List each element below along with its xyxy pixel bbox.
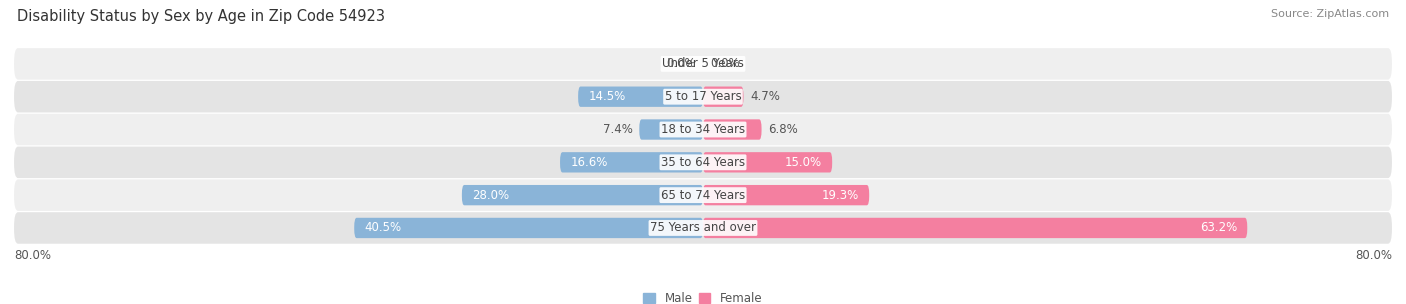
- Text: 75 Years and over: 75 Years and over: [650, 221, 756, 234]
- FancyBboxPatch shape: [560, 152, 703, 172]
- Text: 63.2%: 63.2%: [1199, 221, 1237, 234]
- FancyBboxPatch shape: [703, 119, 762, 140]
- Text: 5 to 17 Years: 5 to 17 Years: [665, 90, 741, 103]
- FancyBboxPatch shape: [703, 185, 869, 205]
- FancyBboxPatch shape: [14, 114, 1392, 145]
- Text: Disability Status by Sex by Age in Zip Code 54923: Disability Status by Sex by Age in Zip C…: [17, 9, 385, 24]
- Text: 19.3%: 19.3%: [821, 189, 859, 202]
- Text: 65 to 74 Years: 65 to 74 Years: [661, 189, 745, 202]
- FancyBboxPatch shape: [578, 87, 703, 107]
- FancyBboxPatch shape: [14, 48, 1392, 80]
- Text: 35 to 64 Years: 35 to 64 Years: [661, 156, 745, 169]
- FancyBboxPatch shape: [14, 147, 1392, 178]
- FancyBboxPatch shape: [703, 218, 1247, 238]
- FancyBboxPatch shape: [703, 87, 744, 107]
- Text: 16.6%: 16.6%: [571, 156, 607, 169]
- Text: 18 to 34 Years: 18 to 34 Years: [661, 123, 745, 136]
- FancyBboxPatch shape: [703, 152, 832, 172]
- Text: 15.0%: 15.0%: [785, 156, 823, 169]
- FancyBboxPatch shape: [14, 212, 1392, 244]
- FancyBboxPatch shape: [14, 179, 1392, 211]
- Text: Under 5 Years: Under 5 Years: [662, 57, 744, 71]
- Legend: Male, Female: Male, Female: [638, 287, 768, 304]
- Text: 7.4%: 7.4%: [603, 123, 633, 136]
- Text: 28.0%: 28.0%: [472, 189, 509, 202]
- Text: 80.0%: 80.0%: [14, 249, 51, 262]
- FancyBboxPatch shape: [640, 119, 703, 140]
- FancyBboxPatch shape: [354, 218, 703, 238]
- Text: Source: ZipAtlas.com: Source: ZipAtlas.com: [1271, 9, 1389, 19]
- FancyBboxPatch shape: [461, 185, 703, 205]
- Text: 14.5%: 14.5%: [589, 90, 626, 103]
- FancyBboxPatch shape: [14, 81, 1392, 112]
- Text: 80.0%: 80.0%: [1355, 249, 1392, 262]
- Text: 6.8%: 6.8%: [769, 123, 799, 136]
- Text: 0.0%: 0.0%: [666, 57, 696, 71]
- Text: 40.5%: 40.5%: [364, 221, 402, 234]
- Text: 4.7%: 4.7%: [751, 90, 780, 103]
- Text: 0.0%: 0.0%: [710, 57, 740, 71]
